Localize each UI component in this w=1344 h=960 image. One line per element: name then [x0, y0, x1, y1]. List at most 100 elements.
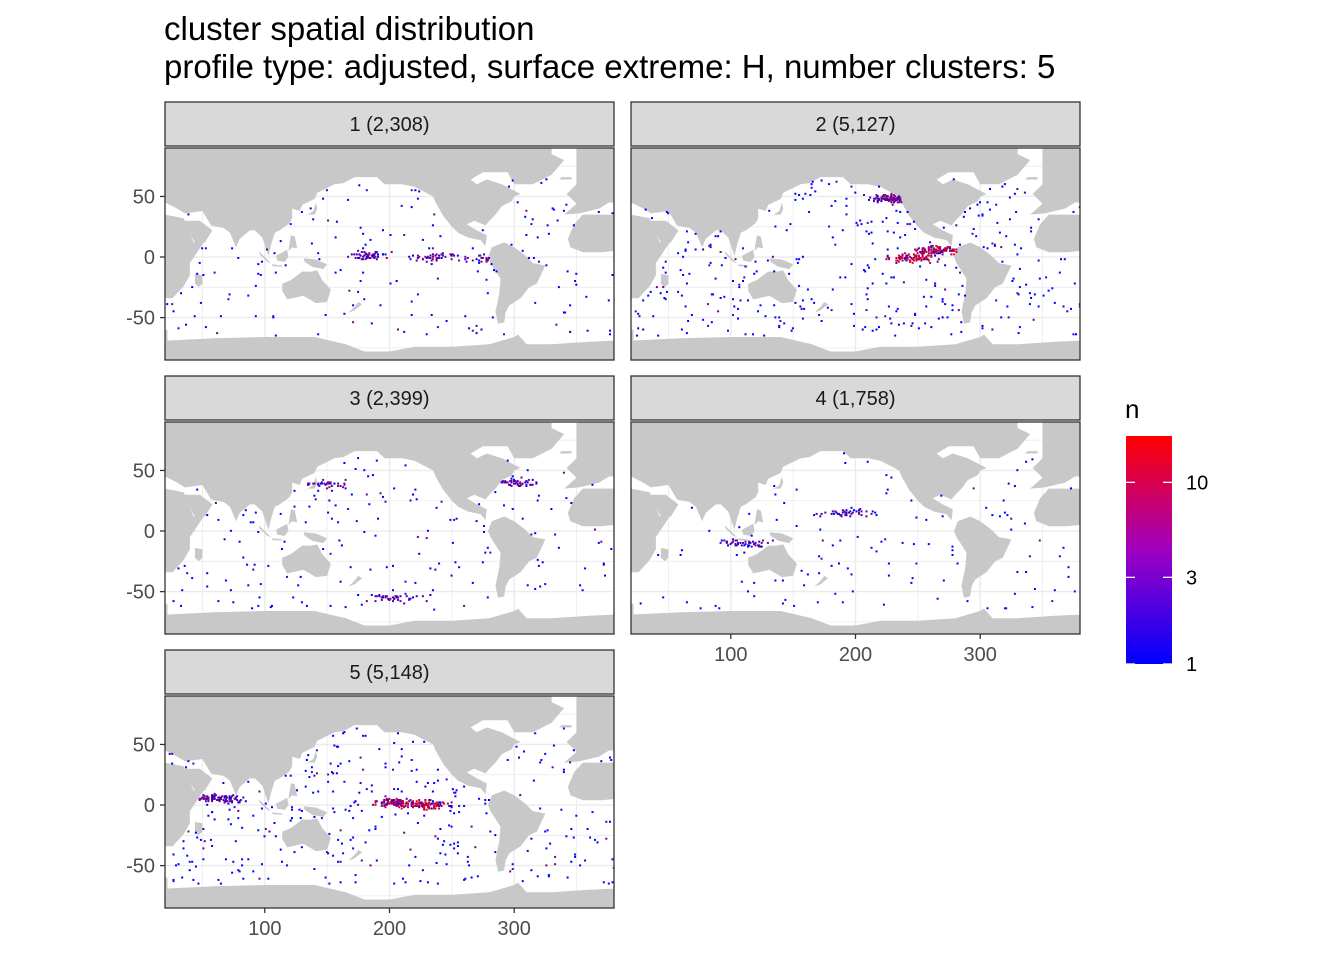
data-cell	[886, 254, 889, 257]
data-cell	[241, 864, 244, 867]
data-cell	[393, 882, 396, 885]
data-cell	[649, 290, 652, 293]
data-cell	[897, 195, 900, 198]
data-cell	[478, 261, 481, 264]
data-cell	[324, 483, 327, 486]
data-cell	[952, 178, 955, 181]
data-cell	[806, 573, 809, 576]
data-cell	[273, 822, 276, 824]
data-cell	[298, 808, 301, 811]
data-cell	[194, 865, 197, 868]
data-cell	[727, 544, 729, 547]
data-cell	[753, 595, 756, 598]
data-cell	[821, 539, 824, 542]
data-cell	[283, 540, 286, 543]
y-tick-label: 0	[144, 247, 155, 269]
data-cell	[1067, 566, 1070, 569]
data-cell	[885, 197, 888, 200]
data-cell	[364, 253, 367, 256]
data-cell	[330, 489, 333, 492]
data-cell	[456, 845, 459, 847]
data-cell	[844, 514, 847, 517]
data-cell	[755, 270, 758, 273]
data-cell	[1023, 191, 1026, 194]
data-cell	[752, 540, 754, 543]
data-cell	[560, 808, 563, 811]
data-cell	[339, 485, 342, 487]
data-cell	[892, 201, 895, 204]
data-cell	[495, 270, 498, 273]
data-cell	[895, 310, 898, 313]
data-cell	[687, 320, 690, 322]
data-cell	[834, 592, 837, 595]
data-cell	[384, 596, 387, 599]
data-cell	[530, 837, 533, 840]
data-cell	[379, 304, 382, 307]
data-cell	[982, 246, 985, 249]
data-cell	[946, 247, 949, 250]
data-cell	[191, 286, 194, 289]
data-cell	[535, 481, 538, 484]
data-cell	[591, 811, 594, 814]
data-cell	[725, 540, 728, 543]
data-cell	[856, 535, 859, 538]
data-cell	[539, 585, 542, 588]
data-cell	[415, 805, 418, 807]
data-cell	[372, 253, 374, 256]
data-cell	[663, 297, 666, 299]
data-cells	[639, 452, 1076, 610]
data-cell	[438, 807, 441, 810]
data-cell	[202, 847, 205, 850]
data-cell	[408, 255, 411, 258]
data-cell	[902, 322, 905, 325]
data-cell	[838, 562, 840, 565]
data-cell	[818, 314, 821, 316]
data-cell	[884, 197, 887, 200]
data-cell	[730, 541, 733, 544]
data-cell	[732, 298, 734, 301]
data-cell	[224, 579, 227, 582]
data-cell	[430, 259, 433, 262]
data-cell	[374, 534, 377, 537]
data-cell	[299, 817, 302, 820]
data-cell	[1072, 333, 1075, 336]
land-polygon	[769, 532, 794, 544]
data-cell	[402, 801, 404, 804]
data-cell	[414, 805, 417, 807]
data-cell	[424, 785, 427, 788]
data-cell	[458, 805, 461, 807]
data-cell	[418, 552, 421, 555]
data-cell	[408, 800, 411, 803]
data-cell	[871, 242, 874, 245]
data-cell	[581, 589, 584, 592]
facet-panel-4: 4 (1,758)100 200 300	[630, 375, 1081, 666]
data-cell	[912, 259, 915, 262]
data-cell	[575, 283, 578, 286]
data-cell	[610, 548, 613, 550]
data-cell	[436, 277, 439, 280]
data-cell	[436, 768, 439, 771]
data-cell	[850, 263, 853, 266]
data-cell	[378, 748, 381, 751]
y-tick-label: -50	[126, 308, 155, 330]
data-cell	[530, 223, 533, 226]
facet-panel-2: 2 (5,127)	[630, 101, 1081, 361]
land-polygon	[377, 148, 552, 247]
data-cell	[392, 800, 394, 803]
land-polygon	[738, 538, 749, 541]
data-cell	[484, 802, 487, 805]
data-cell	[223, 538, 226, 541]
data-cell	[986, 201, 989, 204]
data-cell	[921, 255, 924, 258]
data-cell	[510, 481, 513, 484]
data-cell	[940, 251, 943, 253]
data-cell	[773, 485, 776, 487]
data-cell	[355, 727, 358, 730]
data-cell	[930, 248, 933, 251]
data-cell	[945, 248, 948, 251]
data-cell	[920, 259, 923, 262]
data-cell	[944, 288, 947, 291]
data-cell	[667, 212, 670, 215]
data-cell	[942, 249, 945, 252]
data-cell	[409, 799, 412, 801]
